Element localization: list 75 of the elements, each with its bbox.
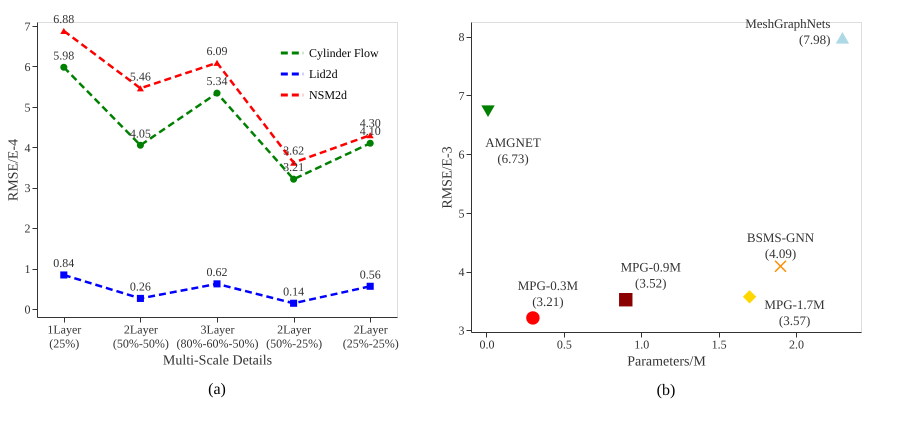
point <box>213 90 221 97</box>
series-label: BSMS-GNN <box>746 230 815 246</box>
point <box>481 105 495 118</box>
x-tick-label: 2Layer (25%-25%) <box>342 322 399 350</box>
y-axis-title: RMSE/E-4 <box>6 138 22 202</box>
y-tick-label: 2 <box>24 222 30 236</box>
legend-label: Cylinder Flow <box>309 46 379 60</box>
x-tick-label: 3Layer (80%-60%-50%) <box>176 322 258 350</box>
point <box>136 294 144 302</box>
data-label: 0.14 <box>283 284 304 298</box>
x-tick-label: 0.0 <box>479 338 494 352</box>
point <box>526 311 540 325</box>
point <box>60 64 68 71</box>
data-label: 0.84 <box>53 256 74 270</box>
y-tick-label: 3 <box>458 324 464 338</box>
y-tick-label: 7 <box>458 88 464 103</box>
point <box>290 176 298 183</box>
legend-label: NSM2d <box>309 88 348 102</box>
x-tick-label: 1.0 <box>634 338 650 352</box>
y-tick-label: 6 <box>458 148 464 162</box>
point <box>619 293 632 306</box>
series-label: MPG-0.9M <box>620 260 682 275</box>
x-axis-title: Multi-Scale Details <box>162 354 272 368</box>
data-label: 5.98 <box>53 48 74 62</box>
data-label: (3.52) <box>635 276 666 291</box>
data-label: (7.98) <box>799 32 830 47</box>
point <box>136 142 144 149</box>
legend-label: Lid2d <box>309 67 338 81</box>
y-tick-label: 3 <box>24 181 30 196</box>
point <box>213 60 221 66</box>
data-label: 6.88 <box>53 12 74 26</box>
x-tick-label: 1.5 <box>712 338 727 352</box>
data-label: 4.05 <box>130 126 151 140</box>
x-tick-label: 1Layer (25%) <box>47 322 82 350</box>
data-label: 3.62 <box>283 144 304 158</box>
data-label: 5.46 <box>130 69 151 84</box>
y-axis-title: RMSE/E-3 <box>440 146 456 209</box>
point <box>290 300 298 307</box>
series-label: MeshGraphNets <box>745 16 830 31</box>
point <box>366 140 374 147</box>
point <box>742 290 756 304</box>
x-tick-label: 2Layer (50%-25%) <box>266 322 322 350</box>
y-tick-label: 8 <box>458 30 464 44</box>
data-label: 5.34 <box>206 74 228 88</box>
y-tick-label: 5 <box>24 100 30 114</box>
y-tick-label: 5 <box>458 206 464 220</box>
data-label: (6.73) <box>497 151 529 166</box>
point <box>366 282 374 290</box>
y-tick-label: 4 <box>458 265 464 280</box>
data-label: 0.26 <box>130 279 151 294</box>
data-label: 0.56 <box>360 267 381 282</box>
data-label: (4.09) <box>764 246 796 262</box>
data-label: (3.21) <box>532 294 564 309</box>
y-tick-label: 7 <box>24 20 30 34</box>
y-tick-label: 4 <box>24 140 30 155</box>
point <box>136 85 144 92</box>
data-label: 6.09 <box>206 44 228 58</box>
x-tick-label: 0.5 <box>556 338 572 352</box>
point <box>60 271 68 279</box>
series-label: MPG-1.7M <box>764 296 826 312</box>
point <box>836 32 850 44</box>
text: (a) <box>208 381 226 398</box>
data-label: 0.62 <box>206 264 228 279</box>
data-label: (3.57) <box>778 312 810 328</box>
text: (b) <box>656 382 676 399</box>
point <box>213 280 221 288</box>
y-tick-label: 1 <box>24 262 30 276</box>
x-tick-label: 2.0 <box>789 338 804 352</box>
x-axis-title: Parameters/M <box>627 354 706 370</box>
y-tick-label: 6 <box>24 60 30 74</box>
x-tick-label: 2Layer (50%-50%) <box>112 322 169 350</box>
y-tick-label: 0 <box>24 302 30 316</box>
series-label: AMGNET <box>485 135 541 150</box>
series-label: MPG-0.3M <box>518 278 578 293</box>
point <box>774 260 787 272</box>
